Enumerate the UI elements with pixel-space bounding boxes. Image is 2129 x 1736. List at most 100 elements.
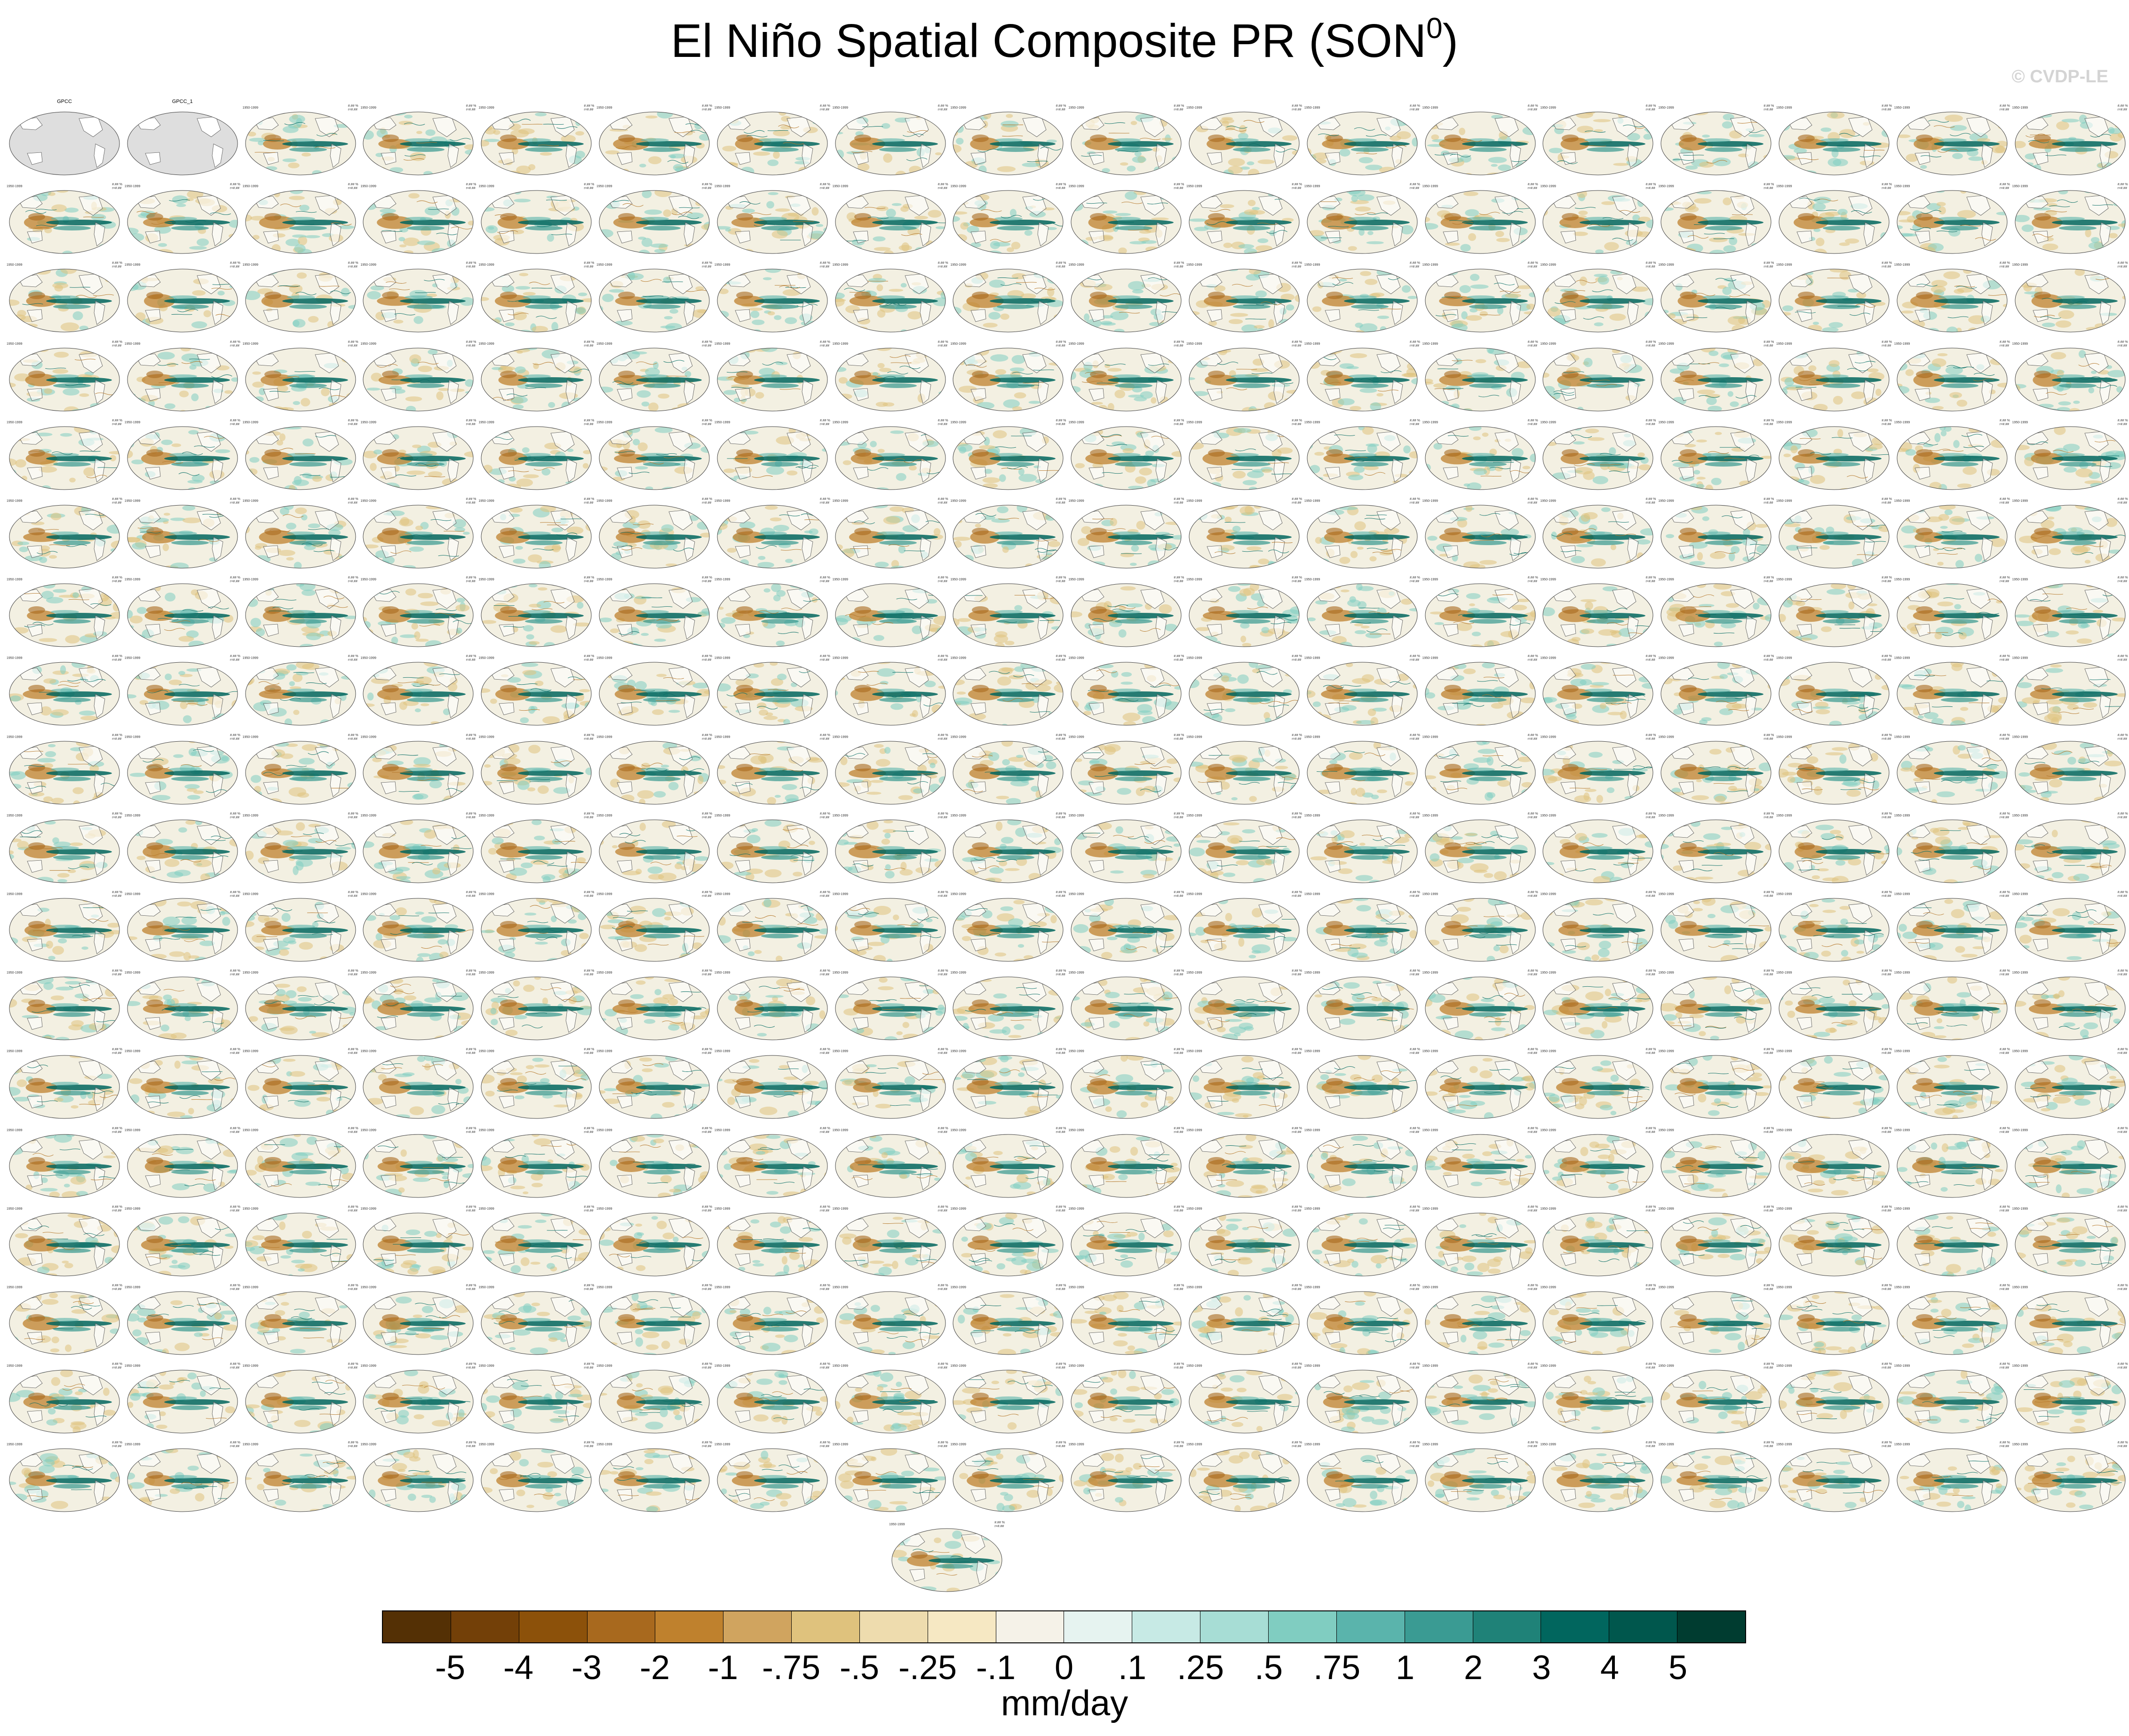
map-anomaly <box>835 269 847 274</box>
map-field <box>1779 348 1889 411</box>
map-anomaly <box>1238 244 1255 249</box>
panel-stats: #.## % r=#.## <box>1410 104 1420 112</box>
panel-years: 1950-1999 <box>478 263 494 267</box>
map-anomaly <box>1779 252 1793 254</box>
map-anomaly <box>1936 202 1946 206</box>
map-anomaly <box>203 310 211 317</box>
map-anomaly <box>748 308 763 311</box>
map-anomaly <box>1071 426 1080 430</box>
map-svg <box>245 190 356 254</box>
map-anomaly <box>1458 127 1465 135</box>
map-anomaly <box>363 396 374 403</box>
map-contour <box>1949 133 1971 136</box>
map-anomaly <box>400 141 466 147</box>
map-anomaly <box>1511 448 1524 458</box>
map-anomaly <box>1002 546 1009 553</box>
map-anomaly <box>382 213 399 221</box>
map-anomaly <box>245 409 262 411</box>
panel-years: 1950-1999 <box>1422 106 1438 110</box>
map-border <box>835 111 946 175</box>
map-anomaly <box>957 488 967 490</box>
map-field <box>9 426 119 490</box>
map-coastline <box>1155 143 1167 168</box>
panel-caption <box>1422 335 1539 341</box>
panel-stat-percent: #.## % <box>1292 262 1302 265</box>
map-anomaly <box>248 171 261 175</box>
panel-stat-percent: #.## % <box>1410 104 1420 108</box>
map-anomaly <box>926 405 937 411</box>
panel-years: 1950-1999 <box>2012 185 2028 189</box>
panel-caption <box>1657 256 1775 262</box>
map-anomaly <box>1575 467 1593 475</box>
map-anomaly <box>1782 305 1794 312</box>
panel-stat-percent: #.## % <box>230 419 240 422</box>
map-anomaly <box>1934 433 1941 443</box>
panel-caption <box>124 492 241 499</box>
map-anomaly <box>418 365 433 372</box>
map-anomaly <box>1132 289 1144 294</box>
map-svg <box>127 111 238 175</box>
map-anomaly <box>2025 153 2036 159</box>
map-contour <box>1040 146 1062 151</box>
map-anomaly <box>264 213 281 221</box>
map-anomaly <box>599 553 604 561</box>
map-anomaly <box>1552 401 1558 409</box>
map-anomaly <box>2099 426 2117 431</box>
map-svg <box>1071 426 1182 490</box>
panel-caption <box>1422 177 1539 184</box>
map-anomaly <box>1000 313 1010 320</box>
map-anomaly <box>1680 292 1697 300</box>
map-contour <box>977 149 999 152</box>
map-anomaly <box>481 472 489 480</box>
panel-caption <box>1539 99 1657 105</box>
map-contour <box>1797 158 1819 160</box>
panel-caption <box>477 177 595 184</box>
panel-stat-percent: #.## % <box>584 262 595 265</box>
map-contour <box>851 151 873 153</box>
map-panel: 1950-1999 #.## % r=#.## <box>124 255 241 335</box>
map-anomaly <box>245 274 251 281</box>
panel-stat-percent: #.## % <box>2000 262 2010 265</box>
panel-years: 1950-1999 <box>714 263 731 267</box>
panel-years: 1950-1999 <box>2012 342 2028 346</box>
map-anomaly <box>1516 361 1534 368</box>
map-anomaly <box>1880 325 1889 332</box>
map-anomaly <box>405 295 433 300</box>
map-anomaly <box>1779 324 1787 331</box>
panel-years: 1950-1999 <box>950 263 966 267</box>
map-anomaly <box>641 238 652 247</box>
map-anomaly <box>717 348 729 352</box>
panel-years: 1950-1999 <box>1894 263 1910 267</box>
map-anomaly <box>1343 377 1410 383</box>
map-anomaly <box>835 355 841 358</box>
map-anomaly <box>202 567 222 568</box>
panel-years: 1950-1999 <box>1658 342 1674 346</box>
map-anomaly <box>1409 112 1417 116</box>
map-anomaly <box>695 200 704 206</box>
map-anomaly <box>1940 383 1978 388</box>
map-panel: 1950-1999 #.## % r=#.## <box>1539 255 1657 335</box>
map-anomaly <box>758 452 787 457</box>
map-coastline <box>330 143 342 168</box>
map-anomaly <box>1696 476 1706 480</box>
map-anomaly <box>1594 129 1604 132</box>
map-anomaly <box>2051 141 2118 147</box>
map-anomaly <box>1350 353 1367 358</box>
panel-caption <box>242 99 359 105</box>
map-field <box>1425 112 1535 175</box>
map-anomaly <box>1578 210 1588 215</box>
map-anomaly <box>28 292 45 300</box>
map-anomaly <box>1938 138 1967 142</box>
map-anomaly <box>784 317 797 325</box>
map-anomaly <box>1549 148 1563 153</box>
panel-stat-percent: #.## % <box>1056 262 1066 265</box>
map-anomaly <box>363 507 377 514</box>
map-anomaly <box>601 396 610 405</box>
map-panel: 1950-1999 #.## % r=#.## <box>832 491 949 571</box>
map-anomaly <box>761 226 799 231</box>
panel-caption <box>1303 99 1421 105</box>
map-contour <box>314 146 335 149</box>
panel-years: 1950-1999 <box>1068 342 1084 346</box>
map-anomaly <box>1231 452 1259 457</box>
map-panel: 1950-1999 #.## % r=#.## <box>1422 412 1539 492</box>
